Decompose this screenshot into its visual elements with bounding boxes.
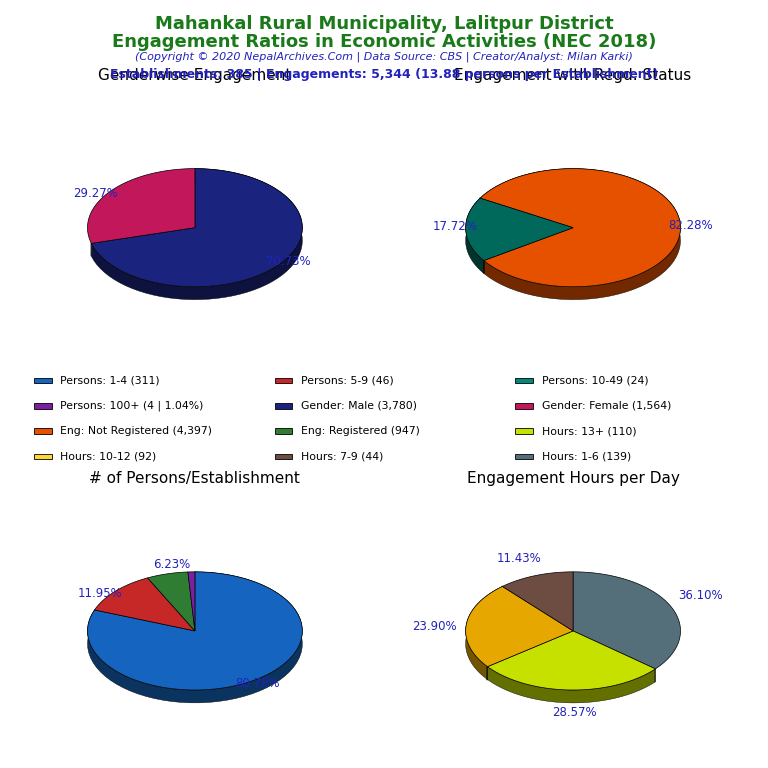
Title: Engagement with Regd. Status: Engagement with Regd. Status xyxy=(455,68,692,83)
Text: 11.95%: 11.95% xyxy=(78,588,123,600)
Text: Persons: 10-49 (24): Persons: 10-49 (24) xyxy=(541,376,648,386)
Bar xyxy=(274,378,293,383)
Polygon shape xyxy=(465,198,484,273)
Polygon shape xyxy=(88,169,195,243)
Text: 11.43%: 11.43% xyxy=(497,552,541,565)
Text: Gender: Male (3,780): Gender: Male (3,780) xyxy=(301,401,417,411)
Bar xyxy=(515,378,533,383)
Text: Persons: 100+ (4 | 1.04%): Persons: 100+ (4 | 1.04%) xyxy=(61,401,204,411)
Polygon shape xyxy=(147,572,195,631)
Polygon shape xyxy=(94,578,195,631)
Text: Eng: Not Registered (4,397): Eng: Not Registered (4,397) xyxy=(61,426,213,436)
Text: 36.10%: 36.10% xyxy=(678,589,723,602)
Text: Persons: 5-9 (46): Persons: 5-9 (46) xyxy=(301,376,394,386)
Text: 28.57%: 28.57% xyxy=(552,706,597,719)
Bar xyxy=(515,429,533,434)
Polygon shape xyxy=(488,631,655,690)
Polygon shape xyxy=(88,572,303,690)
Title: Genderwise Engagement: Genderwise Engagement xyxy=(98,68,292,83)
Text: Mahankal Rural Municipality, Lalitpur District: Mahankal Rural Municipality, Lalitpur Di… xyxy=(154,15,614,33)
Title: Engagement Hours per Day: Engagement Hours per Day xyxy=(467,471,680,486)
Polygon shape xyxy=(91,169,303,286)
Bar xyxy=(515,454,533,459)
Polygon shape xyxy=(465,587,502,680)
Bar xyxy=(34,403,51,409)
Text: 70.73%: 70.73% xyxy=(266,255,311,268)
Bar xyxy=(34,429,51,434)
Polygon shape xyxy=(465,587,573,667)
Text: Eng: Registered (947): Eng: Registered (947) xyxy=(301,426,420,436)
Text: 82.28%: 82.28% xyxy=(668,219,713,232)
Text: Hours: 10-12 (92): Hours: 10-12 (92) xyxy=(61,452,157,462)
Polygon shape xyxy=(91,169,303,300)
Polygon shape xyxy=(502,572,573,631)
Text: Hours: 13+ (110): Hours: 13+ (110) xyxy=(541,426,637,436)
Polygon shape xyxy=(480,169,680,300)
Bar xyxy=(34,454,51,459)
Polygon shape xyxy=(465,198,573,260)
Bar xyxy=(274,454,293,459)
Text: Gender: Female (1,564): Gender: Female (1,564) xyxy=(541,401,671,411)
Polygon shape xyxy=(573,572,680,669)
Text: Hours: 7-9 (44): Hours: 7-9 (44) xyxy=(301,452,383,462)
Polygon shape xyxy=(488,667,655,703)
Polygon shape xyxy=(188,572,195,631)
Text: Engagement Ratios in Economic Activities (NEC 2018): Engagement Ratios in Economic Activities… xyxy=(112,33,656,51)
Bar xyxy=(515,403,533,409)
Text: 6.23%: 6.23% xyxy=(154,558,190,571)
Text: 23.90%: 23.90% xyxy=(412,621,457,634)
Text: 17.72%: 17.72% xyxy=(432,220,477,233)
Bar xyxy=(274,429,293,434)
Text: 80.78%: 80.78% xyxy=(236,677,280,690)
Bar xyxy=(274,403,293,409)
Polygon shape xyxy=(88,572,303,703)
Text: Establishments: 385 | Engagements: 5,344 (13.88 persons per Establishment): Establishments: 385 | Engagements: 5,344… xyxy=(110,68,658,81)
Bar xyxy=(34,378,51,383)
Text: 29.27%: 29.27% xyxy=(73,187,118,200)
Text: Persons: 1-4 (311): Persons: 1-4 (311) xyxy=(61,376,160,386)
Text: (Copyright © 2020 NepalArchives.Com | Data Source: CBS | Creator/Analyst: Milan : (Copyright © 2020 NepalArchives.Com | Da… xyxy=(135,51,633,62)
Title: # of Persons/Establishment: # of Persons/Establishment xyxy=(90,471,300,486)
Text: Hours: 1-6 (139): Hours: 1-6 (139) xyxy=(541,452,631,462)
Polygon shape xyxy=(480,169,680,286)
